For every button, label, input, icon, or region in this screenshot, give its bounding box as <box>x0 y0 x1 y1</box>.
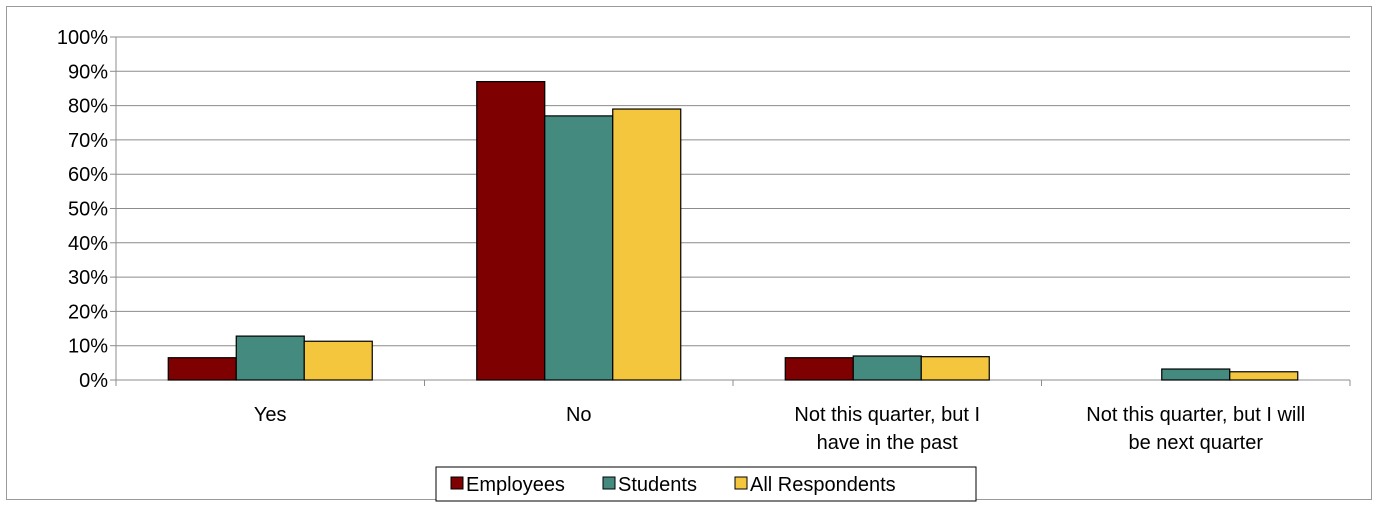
y-tick-label: 30% <box>68 267 108 289</box>
legend-label: All Respondents <box>750 474 896 496</box>
y-tick-label: 90% <box>68 61 108 83</box>
legend-swatch-employees <box>450 476 464 490</box>
bar-employees <box>476 80 546 381</box>
y-tick-label: 60% <box>68 164 108 186</box>
bar-students <box>852 355 922 381</box>
legend-swatch-students <box>602 476 616 490</box>
bar-employees <box>784 357 854 381</box>
bar-employees <box>167 357 237 381</box>
y-tick-label: 100% <box>57 27 108 49</box>
bar-all-respondents <box>303 340 373 381</box>
y-tick-label: 0% <box>79 370 108 392</box>
bar-students <box>544 115 614 381</box>
bar-all-respondents <box>920 356 990 381</box>
x-category-label: Yes <box>254 404 287 426</box>
bar-all-respondents <box>612 108 682 381</box>
y-tick-label: 70% <box>68 130 108 152</box>
y-tick-label: 20% <box>68 301 108 323</box>
legend-swatch-all-respondents <box>734 476 748 490</box>
y-tick-label: 40% <box>68 233 108 255</box>
bar-students <box>235 335 305 381</box>
y-tick-label: 10% <box>68 336 108 358</box>
legend-label: Employees <box>466 474 565 496</box>
legend-box <box>435 466 977 502</box>
bar-all-respondents <box>1229 371 1299 381</box>
bar-students <box>1161 368 1231 381</box>
y-tick-label: 50% <box>68 199 108 221</box>
x-category-label: Not this quarter, but I will be next quar… <box>1086 404 1305 454</box>
x-category-label: No <box>566 404 592 426</box>
chart-frame <box>6 6 1372 500</box>
legend-label: Students <box>618 474 697 496</box>
y-tick-label: 80% <box>68 96 108 118</box>
